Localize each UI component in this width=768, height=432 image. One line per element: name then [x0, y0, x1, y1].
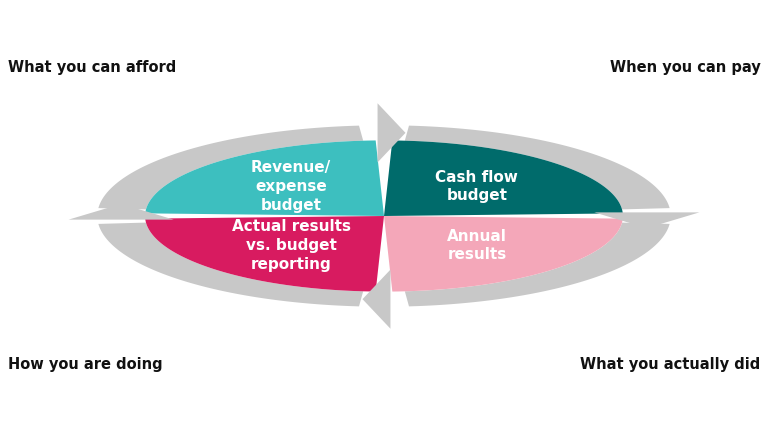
Text: Actual results
vs. budget
reporting: Actual results vs. budget reporting [232, 219, 350, 271]
Text: Annual
results: Annual results [447, 229, 507, 262]
Text: When you can pay: When you can pay [610, 60, 760, 76]
Polygon shape [145, 140, 384, 216]
Text: Revenue/
expense
budget: Revenue/ expense budget [251, 161, 331, 213]
Polygon shape [405, 222, 670, 306]
Polygon shape [362, 270, 390, 329]
Polygon shape [98, 222, 363, 306]
Polygon shape [145, 216, 384, 292]
Polygon shape [384, 216, 623, 292]
Polygon shape [98, 126, 363, 210]
Polygon shape [384, 140, 623, 216]
Polygon shape [594, 213, 700, 228]
Text: What you actually did: What you actually did [580, 356, 760, 372]
Text: What you can afford: What you can afford [8, 60, 176, 76]
Text: How you are doing: How you are doing [8, 356, 162, 372]
Polygon shape [378, 103, 406, 162]
Polygon shape [68, 204, 174, 219]
Polygon shape [405, 126, 670, 210]
Text: Cash flow
budget: Cash flow budget [435, 170, 518, 203]
